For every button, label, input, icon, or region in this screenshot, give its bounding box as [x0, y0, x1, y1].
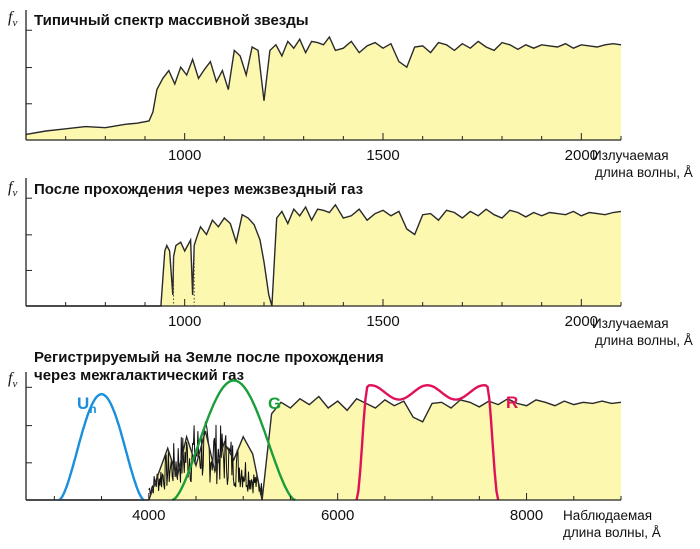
panel-1-title: Типичный спектр массивной звезды [34, 12, 309, 29]
panel-3-title-line1: Регистрируемый на Земле после прохождени… [34, 349, 384, 366]
panel-2: fν После прохождения через межзвездный г… [8, 178, 693, 348]
panel-1-xlabel-line2: длина волны, Å [595, 165, 693, 180]
filter-label-u: Un [77, 394, 97, 416]
panel-3-xlabel-line1: Наблюдаемая [563, 508, 652, 523]
panel-3-ylabel: fν [8, 370, 17, 390]
panel-2-axes: 1000 1500 2000 [25, 178, 622, 330]
panel-1: fν Типичный спектр массивной звезды 1000… [8, 9, 693, 180]
x-tick-label: 8000 [510, 507, 543, 524]
panel-1-spectrum-line [25, 35, 622, 136]
x-tick-label: 4000 [132, 507, 165, 524]
panel-2-xlabel-line1: Излучаемая [592, 316, 669, 331]
panel-3-lyman-forest [148, 421, 263, 496]
x-tick-label: 1000 [168, 147, 201, 164]
panel-1-axes: 1000 1500 2000 [25, 10, 622, 164]
filter-curve-g [171, 379, 296, 502]
panel-2-spectrum-line [26, 203, 622, 307]
filter-curve-r [355, 383, 500, 501]
panel-1-spectrum-area [26, 37, 621, 140]
panel-3-axes: 4000 6000 8000 [25, 372, 622, 524]
x-tick-label: 1500 [366, 313, 399, 330]
panel-1-ylabel: fν [8, 9, 17, 29]
panel-1-xlabel-line1: Излучаемая [592, 148, 669, 163]
panel-2-spectrum-area [26, 204, 621, 306]
filter-label-r: R [506, 393, 518, 412]
panel-3-spectrum-line [26, 395, 622, 501]
panel-3-xlabel-line2: длина волны, Å [563, 525, 661, 540]
x-tick-label: 2000 [565, 147, 598, 164]
panel-2-ylabel: fν [8, 179, 17, 199]
x-tick-label: 1500 [366, 147, 399, 164]
filter-label-g: G [268, 394, 281, 413]
panel-2-xlabel-line2: длина волны, Å [595, 333, 693, 348]
x-tick-label: 1000 [168, 313, 201, 330]
panel-3: Регистрируемый на Земле после прохождени… [8, 349, 661, 540]
filter-curve-u [58, 392, 145, 502]
panel-2-title: После прохождения через межзвездный газ [34, 181, 363, 198]
panel-3-title-line2: через межгалактический газ [34, 367, 244, 384]
x-tick-label: 6000 [321, 507, 354, 524]
panel-3-filter-curves [58, 379, 500, 502]
x-tick-label: 2000 [565, 313, 598, 330]
